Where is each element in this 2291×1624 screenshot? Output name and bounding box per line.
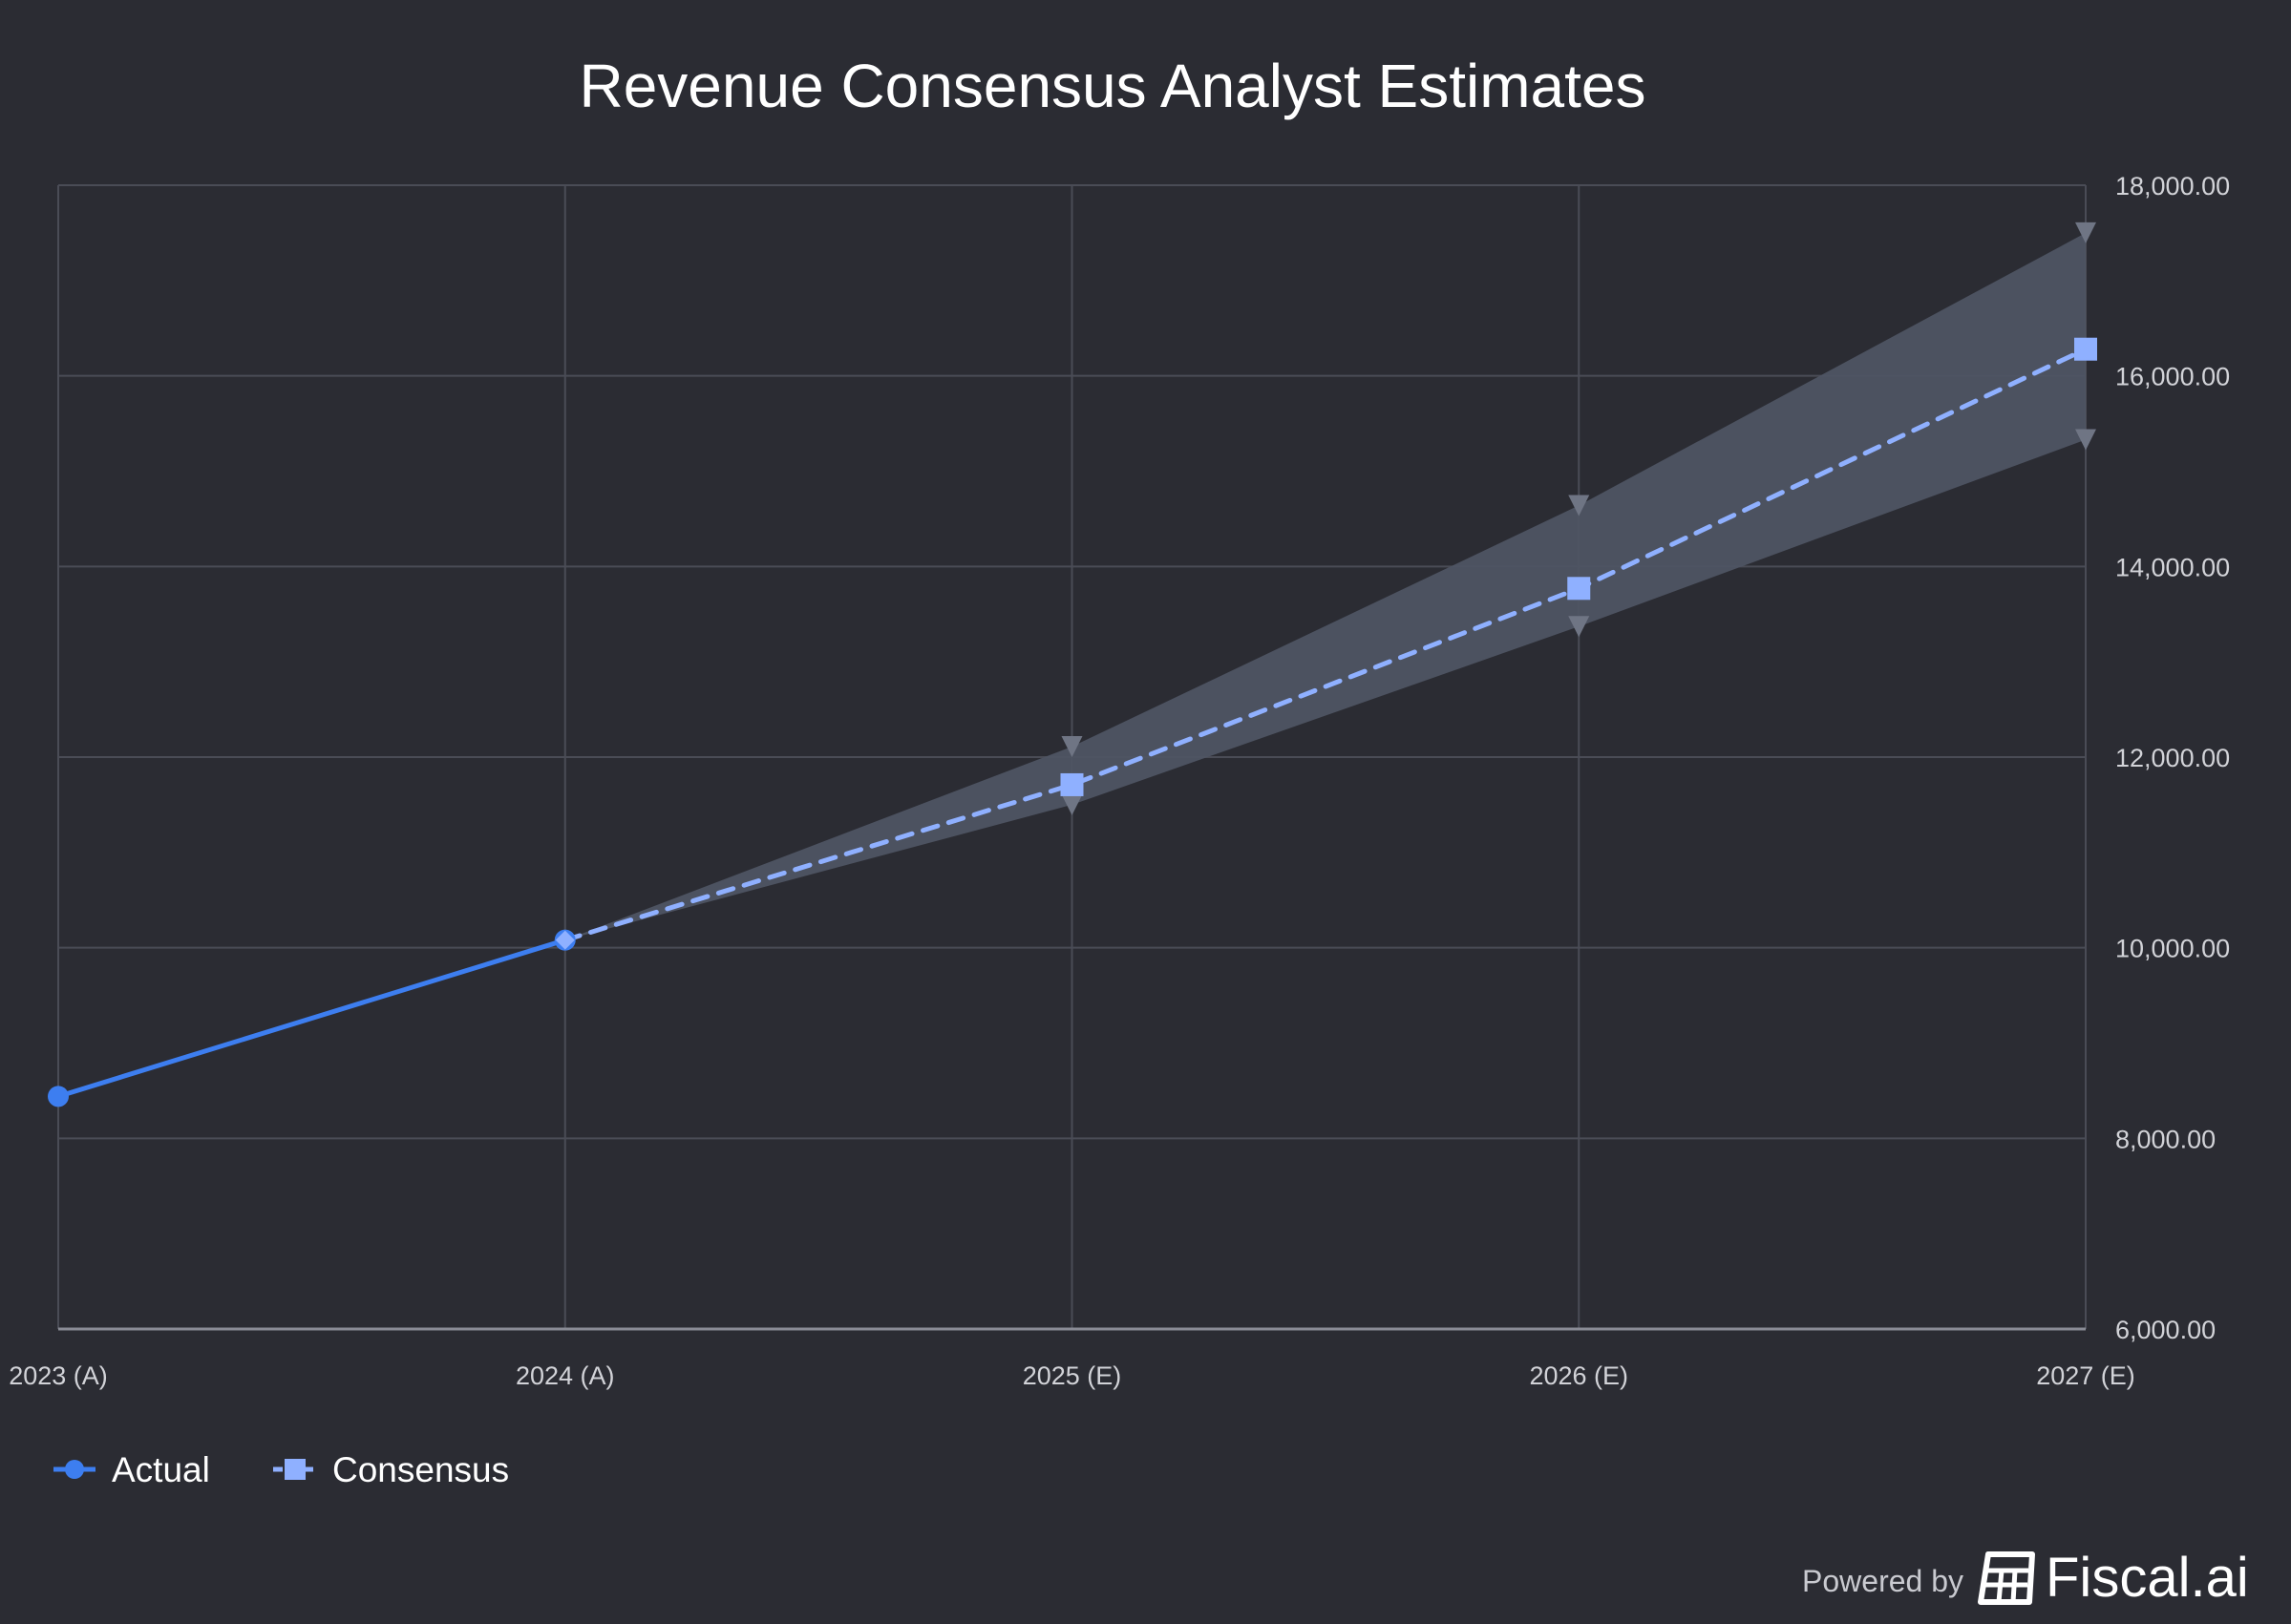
axis-labels: 6,000.00 8,000.00 10,000.00 12,000.00 14,000… <box>9 172 2230 1390</box>
y-tick-label: 12,000.00 <box>2115 744 2230 772</box>
legend-actual-label: Actual <box>112 1450 210 1489</box>
consensus-point[interactable] <box>555 930 575 950</box>
estimate-range-area <box>564 232 2086 940</box>
actual-point[interactable] <box>48 1086 69 1107</box>
consensus-point[interactable] <box>1060 772 1084 796</box>
legend: Actual Consensus <box>53 1450 509 1489</box>
consensus-point[interactable] <box>2074 337 2097 361</box>
y-tick-label: 18,000.00 <box>2115 172 2230 200</box>
x-tick-label: 2024 (A) <box>516 1361 615 1390</box>
y-tick-label: 8,000.00 <box>2115 1125 2216 1153</box>
range-high-marker <box>1061 736 1083 758</box>
series-markers <box>48 337 2097 1107</box>
y-tick-label: 16,000.00 <box>2115 363 2230 391</box>
range-low-marker <box>1061 793 1083 815</box>
legend-item-actual[interactable]: Actual <box>53 1450 210 1489</box>
x-tick-label: 2027 (E) <box>2036 1361 2135 1390</box>
legend-actual-marker-icon <box>65 1460 84 1479</box>
receipt-grid-icon <box>1978 1551 2035 1605</box>
range-low-marker <box>2075 429 2096 451</box>
series-line-actual <box>55 938 568 1099</box>
brand-name: Fiscal.ai <box>2046 1547 2249 1609</box>
legend-item-consensus[interactable]: Consensus <box>273 1450 509 1489</box>
powered-by-label: Powered by <box>1802 1564 1963 1598</box>
x-tick-label: 2023 (A) <box>9 1361 108 1390</box>
legend-consensus-label: Consensus <box>332 1450 509 1489</box>
x-tick-label: 2025 (E) <box>1023 1361 1122 1390</box>
range-low-marker <box>1568 616 1590 638</box>
consensus-point[interactable] <box>1567 577 1591 601</box>
series-line-consensus <box>562 347 2089 943</box>
estimate-range-band <box>564 221 2096 940</box>
x-tick-label: 2026 (E) <box>1529 1361 1628 1390</box>
legend-consensus-marker-icon <box>285 1459 306 1480</box>
powered-by-credit[interactable]: Powered by Fiscal.ai <box>1802 1547 2249 1609</box>
range-high-marker <box>2075 221 2096 243</box>
chart-title: Revenue Consensus Analyst Estimates <box>579 52 1645 120</box>
range-high-marker <box>1568 495 1590 517</box>
y-tick-label: 6,000.00 <box>2115 1316 2216 1344</box>
series-lines <box>55 347 2089 1099</box>
y-tick-label: 10,000.00 <box>2115 935 2230 963</box>
y-tick-label: 14,000.00 <box>2115 553 2230 581</box>
